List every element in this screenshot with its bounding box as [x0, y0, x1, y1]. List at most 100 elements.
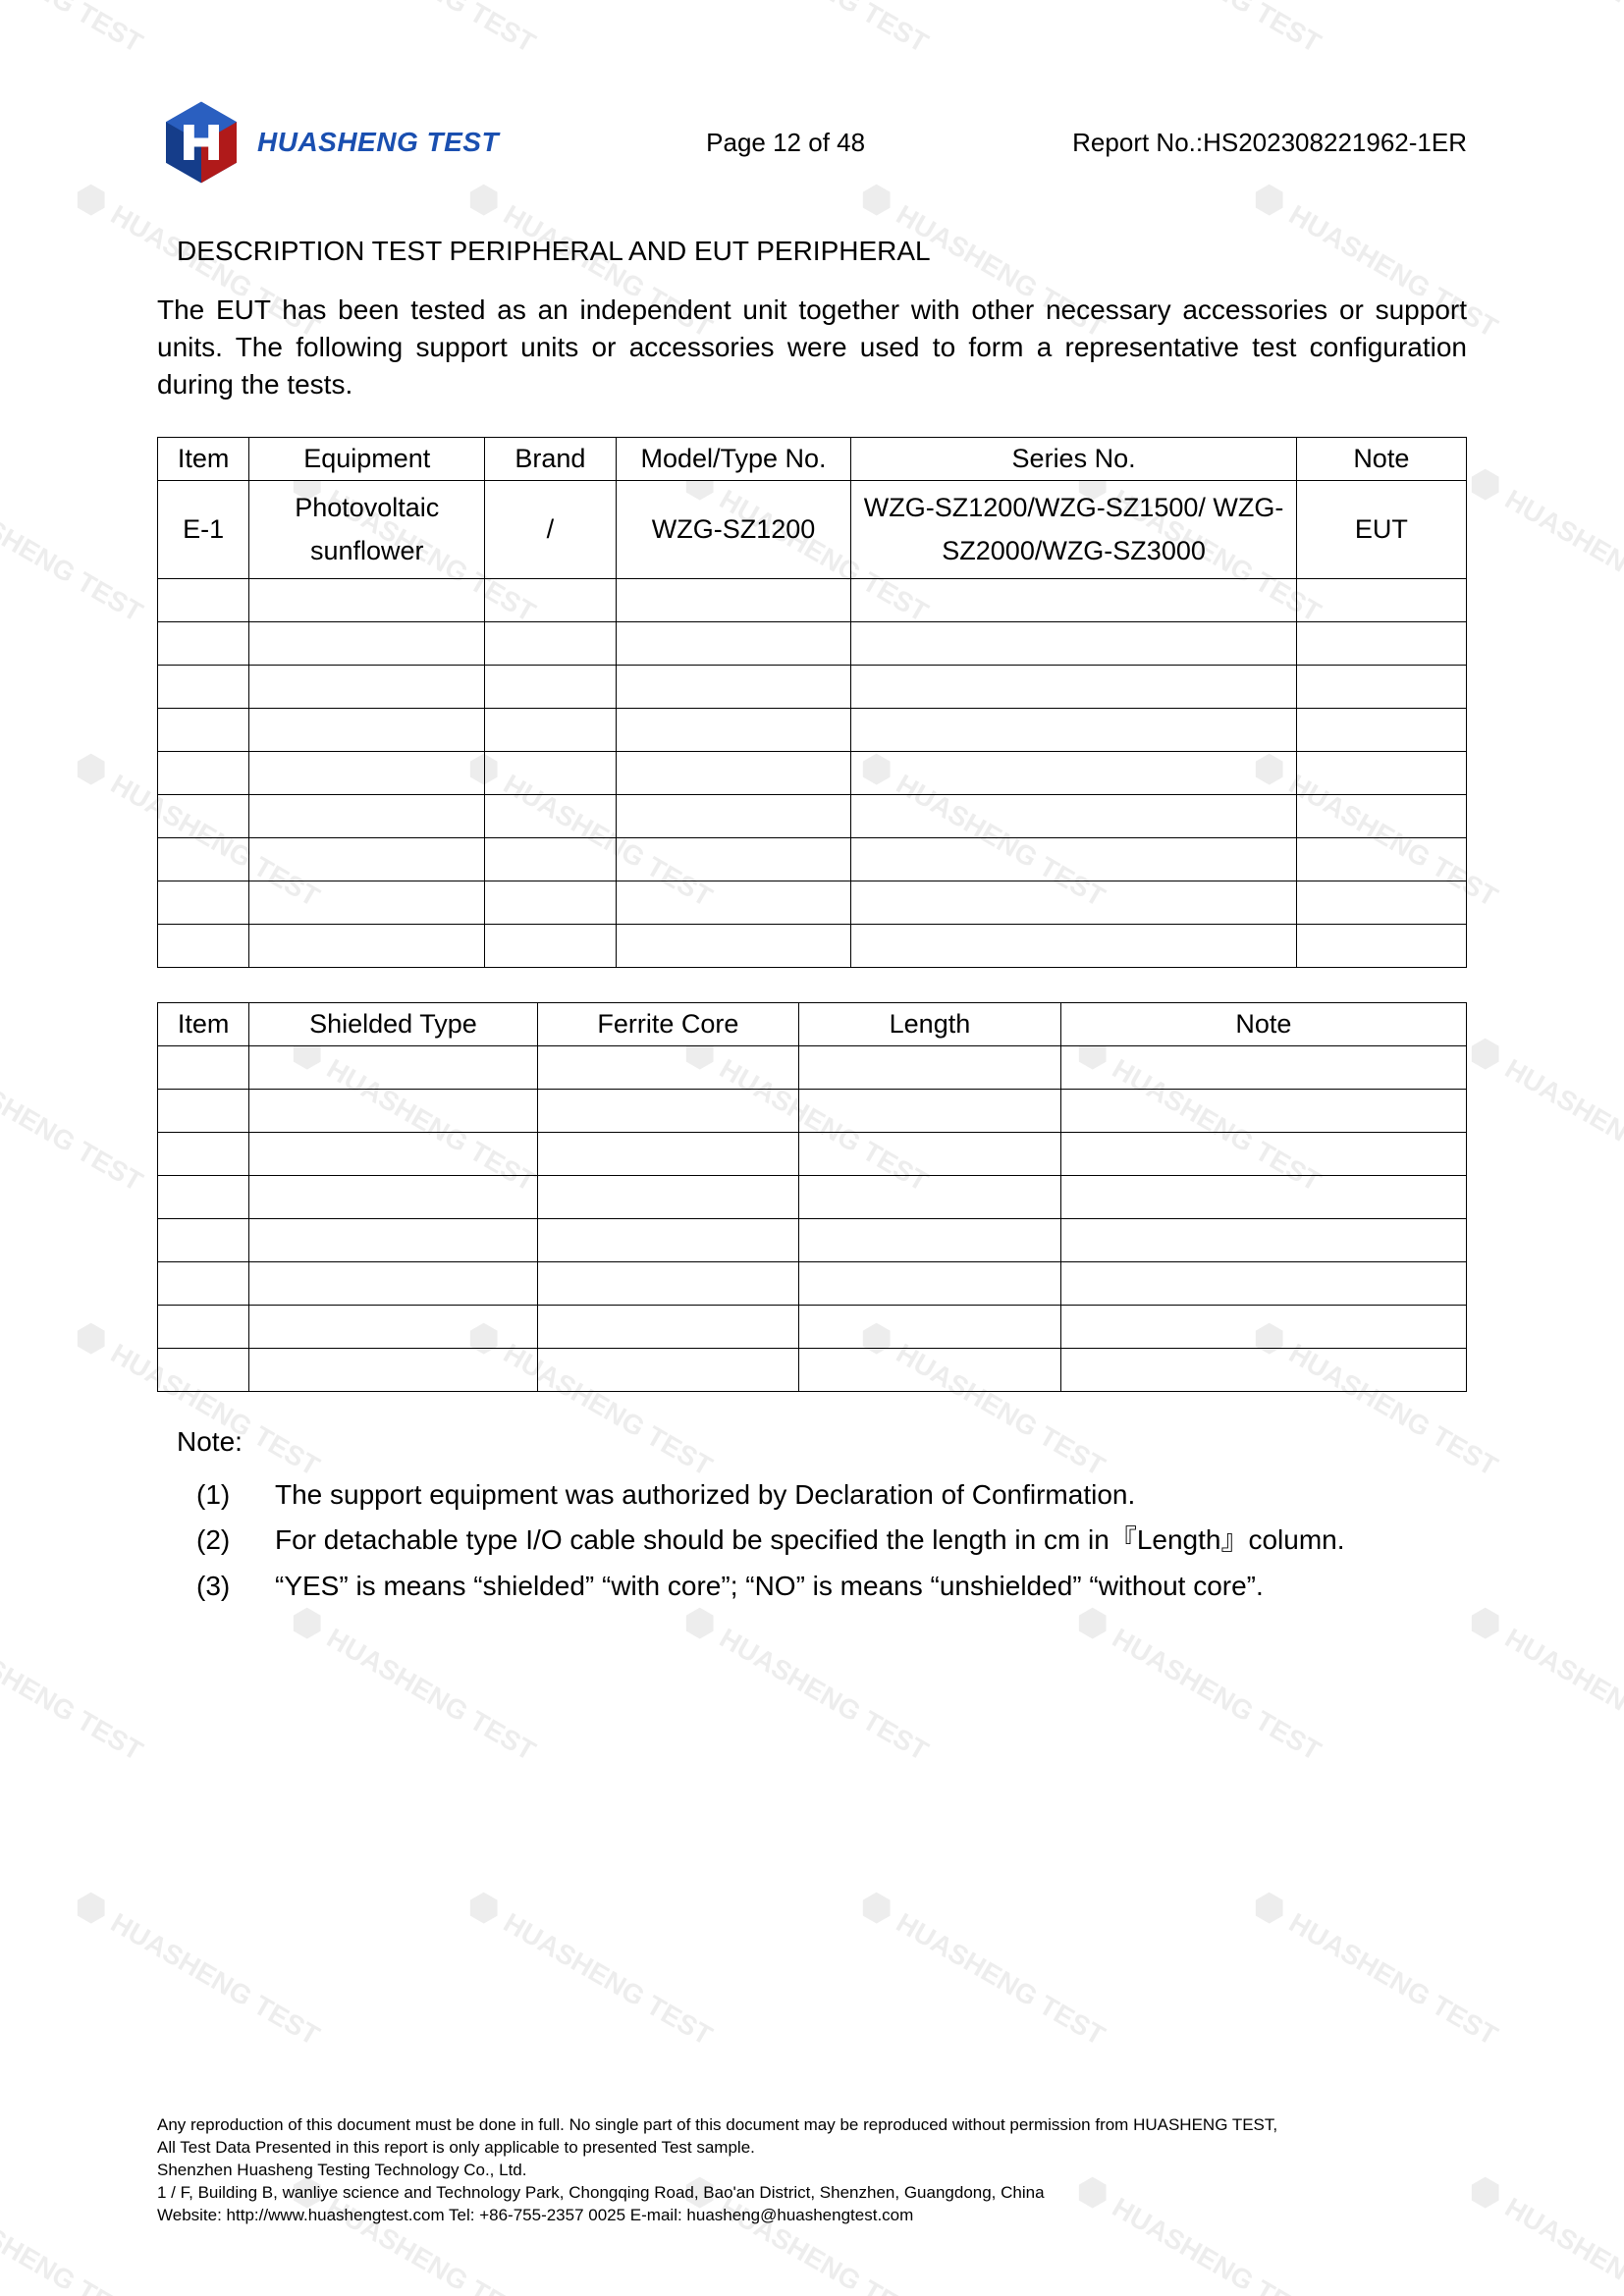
logo-block: HUASHENG TEST [157, 98, 499, 187]
table-cell [158, 665, 249, 708]
table-row [158, 1089, 1467, 1132]
table-row [158, 794, 1467, 837]
table-cell [158, 1089, 249, 1132]
table-cell [537, 1305, 799, 1348]
table-cell [249, 1218, 537, 1261]
table-row [158, 621, 1467, 665]
table-cell [537, 1175, 799, 1218]
table-cell [158, 621, 249, 665]
table-cell [485, 751, 616, 794]
note-number: (3) [196, 1567, 245, 1607]
table-cell [1296, 621, 1466, 665]
table-cell [249, 881, 485, 924]
table-cell [537, 1218, 799, 1261]
table-cell [158, 1261, 249, 1305]
table-cell [1060, 1218, 1466, 1261]
notes-title: Note: [177, 1426, 1467, 1458]
table-cell [1296, 837, 1466, 881]
table-cell [1060, 1261, 1466, 1305]
watermark-text: HUASHENG TEST [1464, 2171, 1624, 2296]
table-cell [616, 665, 851, 708]
table-cell [158, 1305, 249, 1348]
table-cell [851, 794, 1296, 837]
table-row [158, 1305, 1467, 1348]
table-cell [1060, 1045, 1466, 1089]
table-cell: Photovoltaic sunflower [249, 481, 485, 578]
table-cell [158, 1348, 249, 1391]
table-cell [1060, 1089, 1466, 1132]
table-cell [158, 837, 249, 881]
huasheng-logo-icon [157, 98, 245, 187]
table-cell [249, 708, 485, 751]
table-cell [249, 1175, 537, 1218]
table-row [158, 665, 1467, 708]
table-cell [485, 924, 616, 967]
table-cell [249, 1089, 537, 1132]
note-text: For detachable type I/O cable should be … [275, 1521, 1345, 1561]
table-cell [1296, 578, 1466, 621]
table-cell [851, 881, 1296, 924]
watermark-text: HUASHENG TEST [462, 1887, 718, 2053]
table-cell [1296, 794, 1466, 837]
table-cell [616, 708, 851, 751]
table-cell [851, 837, 1296, 881]
table-cell [158, 751, 249, 794]
table-cell [799, 1261, 1061, 1305]
table-cell [799, 1348, 1061, 1391]
table-cell [616, 924, 851, 967]
table-cell [851, 578, 1296, 621]
footer-line-1: Any reproduction of this document must b… [157, 2114, 1467, 2137]
table-header: Model/Type No. [616, 438, 851, 481]
note-number: (1) [196, 1475, 245, 1516]
table-cell [249, 837, 485, 881]
table-cell [158, 578, 249, 621]
table-row [158, 1175, 1467, 1218]
table-cell [851, 665, 1296, 708]
equipment-table: ItemEquipmentBrandModel/Type No.Series N… [157, 437, 1467, 967]
footer: Any reproduction of this document must b… [157, 2114, 1467, 2227]
table-cell [249, 1305, 537, 1348]
section-intro: The EUT has been tested as an independen… [157, 292, 1467, 402]
table-cell [851, 751, 1296, 794]
header-row: HUASHENG TEST Page 12 of 48 Report No.:H… [157, 98, 1467, 187]
table-cell [485, 837, 616, 881]
table-header: Shielded Type [249, 1002, 537, 1045]
table-cell [1296, 751, 1466, 794]
table-cell [485, 621, 616, 665]
table-cell: E-1 [158, 481, 249, 578]
table-cell [249, 1045, 537, 1089]
note-number: (2) [196, 1521, 245, 1561]
table-cell [1296, 665, 1466, 708]
table-cell [158, 924, 249, 967]
table-cell [158, 881, 249, 924]
table-cell [799, 1218, 1061, 1261]
table-cell [1060, 1132, 1466, 1175]
table-header: Note [1296, 438, 1466, 481]
table-cell [249, 621, 485, 665]
table-row [158, 881, 1467, 924]
watermark-text: HUASHENG TEST [1248, 1887, 1503, 2053]
table-header: Brand [485, 438, 616, 481]
table-row [158, 1045, 1467, 1089]
note-text: “YES” is means “shielded” “with core”; “… [275, 1567, 1264, 1607]
table-cell [616, 837, 851, 881]
table-cell [485, 881, 616, 924]
table-cell [249, 1348, 537, 1391]
table-cell [537, 1045, 799, 1089]
table-header: Equipment [249, 438, 485, 481]
footer-line-4: 1 / F, Building B, wanliye science and T… [157, 2182, 1467, 2205]
company-name: HUASHENG TEST [257, 127, 499, 158]
table-row [158, 578, 1467, 621]
table-cell [851, 708, 1296, 751]
table-cell [799, 1175, 1061, 1218]
page-number: Page 12 of 48 [706, 128, 865, 158]
table-cell [249, 578, 485, 621]
table-cell [249, 751, 485, 794]
cable-table: ItemShielded TypeFerrite CoreLengthNote [157, 1002, 1467, 1392]
table-cell [799, 1045, 1061, 1089]
table-cell [616, 794, 851, 837]
table-cell [616, 881, 851, 924]
table-cell [537, 1089, 799, 1132]
table-cell [851, 621, 1296, 665]
table-cell [158, 1218, 249, 1261]
